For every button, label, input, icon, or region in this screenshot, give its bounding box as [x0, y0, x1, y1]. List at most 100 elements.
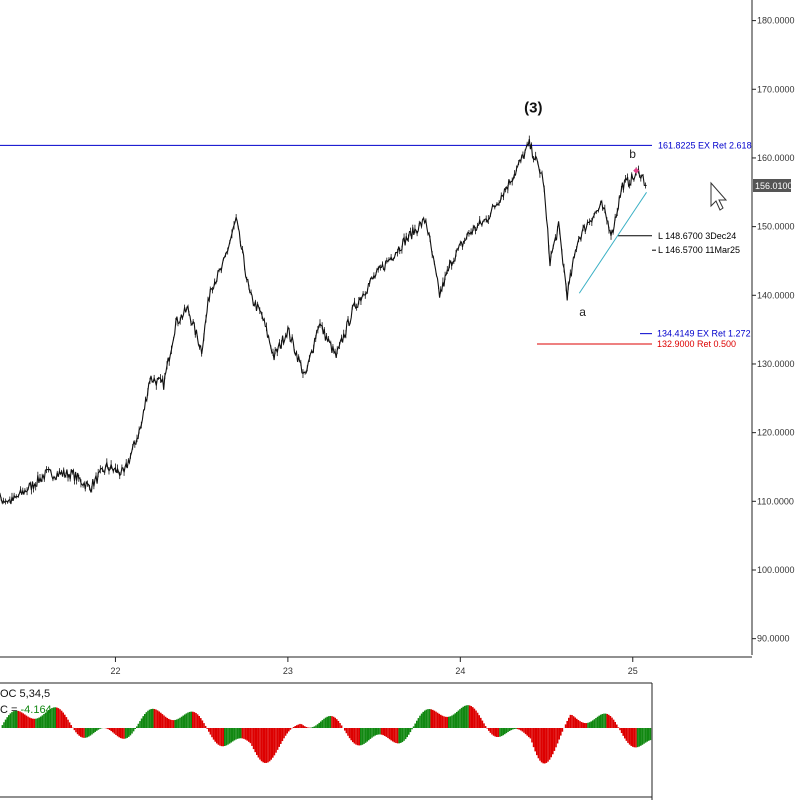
- oscillator-bar: [203, 723, 205, 728]
- oscillator-bar: [496, 728, 498, 737]
- oscillator-bar: [548, 728, 551, 760]
- oscillator-bar: [627, 728, 629, 743]
- oscillator-bar: [240, 728, 242, 739]
- oscillator-bar: [284, 728, 287, 736]
- oscillator-bar: [46, 711, 48, 728]
- oscillator-bar: [552, 728, 554, 755]
- oscillator-bar: [217, 728, 220, 745]
- oscillator-bar: [568, 717, 570, 728]
- oscillator-bar: [145, 712, 148, 728]
- oscillator-bar: [195, 713, 197, 728]
- oscillator-bar: [224, 728, 226, 746]
- level-label-ret-0500: 132.9000 Ret 0.500: [657, 339, 736, 349]
- oscillator-bar: [641, 728, 644, 745]
- oscillator-bar: [192, 711, 194, 728]
- oscillator-bar: [497, 728, 500, 737]
- oscillator-bar: [376, 728, 378, 735]
- oscillator-bar: [118, 728, 120, 738]
- wave-label-b: b: [629, 147, 636, 161]
- oscillator-bar: [131, 728, 133, 734]
- oscillator-bar: [348, 728, 351, 739]
- oscillator-bar: [251, 728, 253, 746]
- oscillator-bar: [318, 722, 320, 728]
- oscillator-bar: [646, 728, 648, 742]
- oscillator-bar: [300, 724, 303, 728]
- oscillator-bar: [22, 713, 24, 728]
- oscillator-bar: [56, 707, 58, 728]
- oscillator-bar: [60, 710, 63, 728]
- oscillator-bar: [211, 728, 213, 738]
- oscillator-bar: [483, 723, 485, 728]
- oscillator-bar: [356, 728, 359, 746]
- oscillator-bar: [648, 728, 650, 741]
- oscillator-bar: [491, 728, 493, 735]
- oscillator-bar: [176, 719, 178, 728]
- oscillator-bar: [387, 728, 389, 739]
- oscillator-bar: [355, 728, 357, 745]
- oscillator-bar: [57, 708, 60, 728]
- oscillator-bar: [289, 728, 292, 730]
- oscillator-bar: [640, 728, 642, 746]
- x-tick-label: 25: [628, 666, 638, 676]
- y-tick-label: 120.0000: [757, 428, 795, 438]
- oscillator-bar: [84, 728, 87, 738]
- y-tick-label: 130.0000: [757, 359, 795, 369]
- oscillator-bar: [220, 728, 223, 747]
- oscillator-bar: [38, 717, 40, 728]
- oscillator-bar: [620, 728, 623, 734]
- oscillator-bar: [134, 728, 136, 729]
- oscillator-bar: [52, 707, 55, 728]
- oscillator-bar: [504, 728, 506, 735]
- oscillator-bar: [331, 716, 333, 728]
- oscillator-bar: [444, 716, 447, 728]
- oscillator-bar: [17, 710, 20, 728]
- oscillator-bar: [294, 726, 296, 728]
- oscillator-bar: [142, 716, 144, 728]
- oscillator-bar: [518, 728, 520, 730]
- x-tick-label: 23: [283, 666, 293, 676]
- oscillator-bar: [502, 728, 504, 736]
- oscillator-bar: [67, 719, 69, 728]
- y-tick-label: 100.0000: [757, 565, 795, 575]
- oscillator-bar: [556, 728, 559, 744]
- oscillator-bar: [115, 728, 117, 736]
- oscillator-bar: [230, 728, 232, 743]
- oscillator-bar: [286, 728, 288, 734]
- oscillator-bar: [420, 713, 423, 728]
- oscillator-bar: [523, 728, 525, 733]
- oscillator-bar: [323, 718, 325, 728]
- oscillator-bar: [32, 718, 34, 728]
- oscillator-bar: [555, 728, 557, 748]
- oscillator-bar: [228, 728, 231, 744]
- oscillator-bar: [148, 709, 151, 728]
- oscillator-bar: [470, 706, 472, 728]
- oscillator-bar: [435, 711, 437, 728]
- oscillator-bar: [584, 723, 586, 728]
- oscillator-bar: [601, 713, 604, 728]
- oscillator-bar: [363, 728, 365, 744]
- oscillator-bar: [124, 728, 127, 739]
- oscillator-bar: [326, 716, 328, 728]
- oscillator-bar: [86, 728, 88, 738]
- oscillator-bar: [172, 720, 175, 728]
- oscillator-bar: [388, 728, 391, 740]
- oscillator-bar: [580, 722, 583, 728]
- oscillator-bar: [65, 717, 68, 728]
- oscillator-bar: [451, 715, 453, 728]
- oscillator-bar: [596, 716, 599, 728]
- wave-label-3: (3): [524, 100, 542, 117]
- oscillator-value: -4.164: [20, 704, 51, 716]
- oscillator-bar: [520, 728, 522, 731]
- oscillator-bar: [153, 708, 156, 728]
- oscillator-bar: [340, 725, 343, 728]
- oscillator-bar: [51, 708, 53, 728]
- oscillator-bar: [196, 714, 199, 728]
- oscillator-bar: [611, 717, 613, 728]
- oscillator-bar: [577, 720, 580, 728]
- mouse-cursor-icon: [710, 181, 728, 211]
- oscillator-bar: [208, 728, 210, 732]
- oscillator-bar: [209, 728, 212, 735]
- oscillator-bar: [612, 719, 615, 728]
- oscillator-bar: [328, 716, 330, 728]
- y-tick-label: 170.0000: [757, 84, 795, 94]
